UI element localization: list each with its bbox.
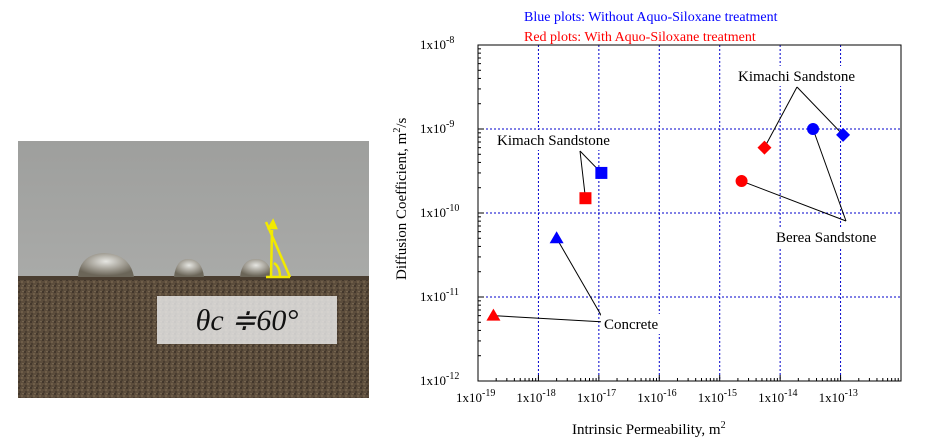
y-tick-label: 1x10-9 <box>420 119 454 136</box>
plot-frame <box>477 44 902 382</box>
square-marker <box>595 166 608 179</box>
x-tick-label: 1x10-17 <box>577 388 616 405</box>
annotation-label-bg <box>735 66 879 86</box>
x-tick-label: 1x10-16 <box>637 388 676 405</box>
annotation-label-bg <box>773 227 901 247</box>
chart-grid <box>478 45 901 381</box>
circle-marker <box>735 175 748 188</box>
droplet-2 <box>174 259 204 277</box>
contact-angle-label: θc ≑60° <box>157 296 337 344</box>
annotation-leader-line <box>741 180 847 222</box>
triangle-marker <box>549 231 564 244</box>
droplet-1 <box>78 253 134 277</box>
legend: Blue plots: Without Aquo-Siloxane treatm… <box>524 10 778 45</box>
annotation-leader-line <box>579 150 586 199</box>
x-tick-label: 1x10-18 <box>516 388 555 405</box>
circle-marker <box>807 123 820 135</box>
x-tick-label: 1x10-14 <box>758 388 797 405</box>
x-axis: 1x10-19 1x10-18 1x10-17 1x10-16 1x10-15 1x10-… <box>456 375 899 405</box>
droplet-photo: θc ≑60° <box>18 141 369 398</box>
annotation-leader-line <box>796 86 844 136</box>
triangle-marker <box>486 308 501 321</box>
y-axis-title: Diffusion Coefficient, m2/s <box>392 117 410 280</box>
y-tick-label: 1x10-10 <box>420 203 459 220</box>
y-tick-label: 1x10-12 <box>420 371 459 388</box>
legend-entry: Red plots: With Aquo-Siloxane treatment <box>524 30 756 45</box>
annotation-label: Berea Sandstone <box>776 230 877 246</box>
annotation-label: Kimachi Sandstone <box>738 69 855 85</box>
annotation-leader-line <box>764 86 798 148</box>
droplet-3 <box>240 259 272 277</box>
x-tick-label: 1x10-19 <box>456 388 495 405</box>
annotation-leaders <box>493 86 847 323</box>
y-axis: 1x10-8 1x10-9 1x10-10 1x10-11 1x10-12 <box>420 35 484 388</box>
annotation-leader-line <box>556 238 606 323</box>
annotation-label-bg <box>601 314 672 334</box>
diamond-marker <box>757 140 772 155</box>
annotation-leader-line <box>493 315 606 323</box>
y-tick-label: 1x10-11 <box>420 287 459 304</box>
annotation-leader-line <box>812 128 847 222</box>
data-points <box>486 123 851 321</box>
annotation-label-bg <box>494 130 630 150</box>
legend-entry: Blue plots: Without Aquo-Siloxane treatm… <box>524 10 778 25</box>
annotation-label: Concrete <box>604 317 658 333</box>
x-tick-label: 1x10-15 <box>698 388 737 405</box>
annotation-labels: Kimachi Sandstone Kimach Sandstone Berea S… <box>494 66 901 334</box>
contact-angle-marker <box>264 218 292 279</box>
diamond-marker <box>836 127 851 142</box>
x-tick-label: 1x10-13 <box>819 388 858 405</box>
x-axis-title: Intrinsic Permeability, m2 <box>572 420 726 438</box>
y-tick-label: 1x10-8 <box>420 35 454 52</box>
square-marker <box>579 192 592 205</box>
annotation-label: Kimach Sandstone <box>497 133 610 149</box>
